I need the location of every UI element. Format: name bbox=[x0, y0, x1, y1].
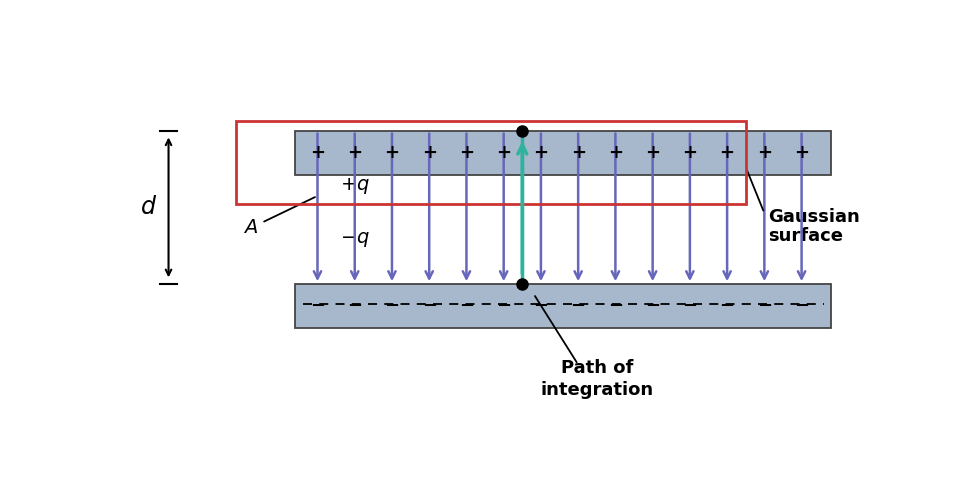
Text: −: − bbox=[347, 297, 362, 315]
Text: −: − bbox=[682, 297, 698, 315]
Bar bbox=[295, 130, 831, 175]
Text: −: − bbox=[533, 297, 549, 315]
Text: −: − bbox=[608, 297, 623, 315]
Text: $A$: $A$ bbox=[243, 220, 258, 238]
Text: +: + bbox=[422, 143, 436, 161]
Bar bbox=[235, 121, 746, 204]
Text: +: + bbox=[571, 143, 585, 161]
Text: integration: integration bbox=[540, 380, 653, 398]
Text: +: + bbox=[682, 143, 698, 161]
Text: +: + bbox=[310, 143, 325, 161]
Text: +: + bbox=[533, 143, 549, 161]
Bar bbox=[295, 284, 831, 328]
Text: +: + bbox=[794, 143, 809, 161]
Text: +: + bbox=[757, 143, 772, 161]
Text: −: − bbox=[645, 297, 660, 315]
Text: surface: surface bbox=[768, 227, 843, 245]
Text: −: − bbox=[571, 297, 585, 315]
Text: +: + bbox=[384, 143, 400, 161]
Text: $+q$: $+q$ bbox=[340, 176, 370, 196]
Text: $-q$: $-q$ bbox=[340, 231, 370, 249]
Text: −: − bbox=[757, 297, 772, 315]
Text: −: − bbox=[422, 297, 436, 315]
Text: −: − bbox=[720, 297, 734, 315]
Text: Path of: Path of bbox=[560, 360, 633, 377]
Text: +: + bbox=[496, 143, 511, 161]
Text: −: − bbox=[459, 297, 474, 315]
Text: −: − bbox=[794, 297, 809, 315]
Text: +: + bbox=[608, 143, 623, 161]
Text: +: + bbox=[720, 143, 734, 161]
Text: −: − bbox=[496, 297, 511, 315]
Text: +: + bbox=[459, 143, 474, 161]
Text: +: + bbox=[645, 143, 660, 161]
Text: +: + bbox=[347, 143, 362, 161]
Text: Gaussian: Gaussian bbox=[768, 208, 860, 226]
Text: −: − bbox=[310, 297, 325, 315]
Text: −: − bbox=[384, 297, 400, 315]
Text: $d$: $d$ bbox=[140, 196, 157, 219]
